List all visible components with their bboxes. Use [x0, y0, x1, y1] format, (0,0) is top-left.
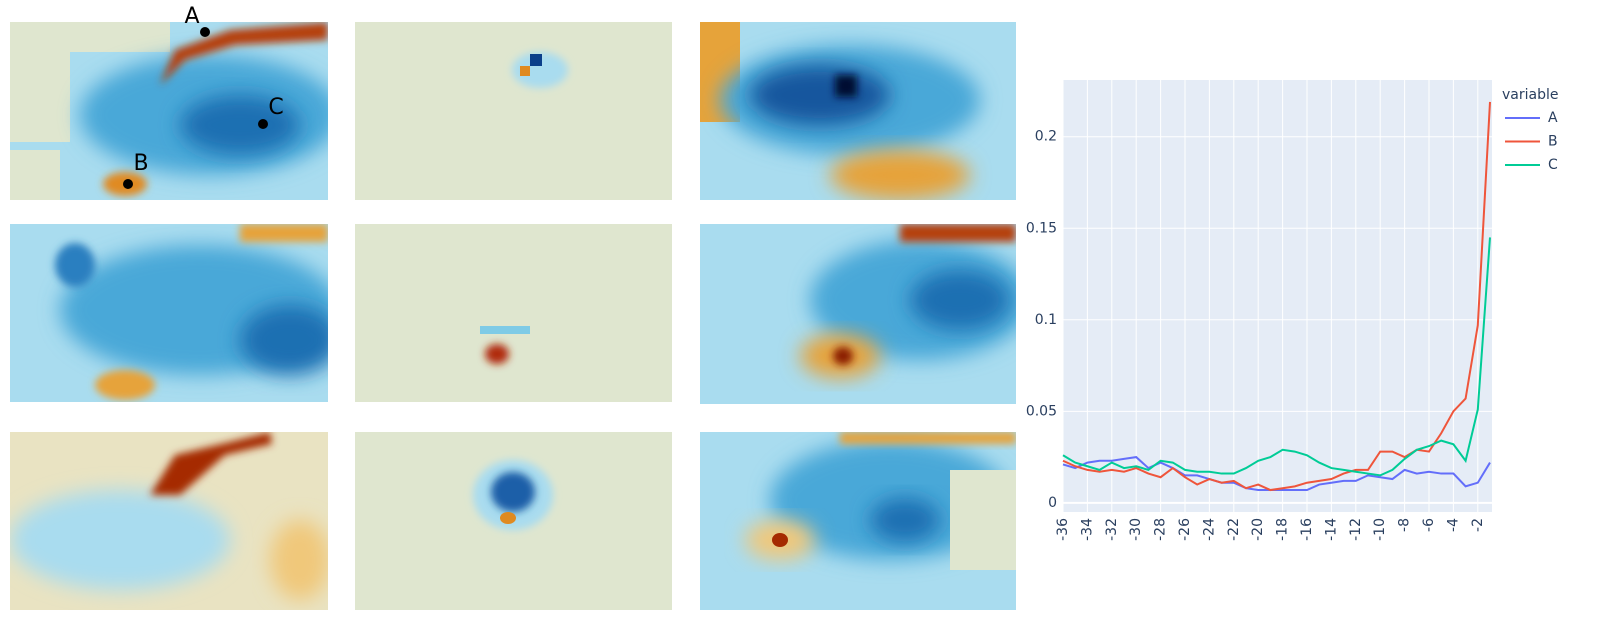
y-tick-label: 0.1 — [1035, 312, 1057, 328]
x-tick-label: -28 — [1153, 518, 1169, 541]
x-tick-label: -14 — [1323, 518, 1339, 541]
x-tick-label: -16 — [1299, 518, 1315, 541]
legend-label: A — [1548, 110, 1558, 126]
x-tick-label: -32 — [1104, 518, 1120, 541]
x-tick-label: -26 — [1177, 518, 1193, 541]
series-line — [1062, 237, 1491, 477]
marker-dot — [123, 179, 133, 189]
marker-dot — [258, 119, 268, 129]
line-chart: variable 00.050.10.150.2-36 -34 -32 -30 -28-… — [1026, 80, 1558, 541]
heatmap-panels: A B C — [10, 4, 1016, 610]
x-tick-label: -10 — [1372, 518, 1388, 541]
x-tick-label: -8 — [1397, 518, 1413, 532]
heatmap — [700, 432, 1016, 610]
marker-label: B — [133, 151, 148, 176]
heatmap — [355, 22, 672, 200]
heatmap — [10, 224, 328, 402]
heatmap — [700, 22, 1016, 200]
x-tick-label: -4 — [1445, 518, 1461, 532]
x-tick-label: -36 — [1055, 518, 1071, 541]
x-tick-label: -22 — [1226, 518, 1242, 541]
marker-dot — [200, 27, 210, 37]
heatmap — [10, 432, 328, 610]
x-tick-label: -30 — [1128, 518, 1144, 541]
y-tick-label: 0.2 — [1035, 129, 1057, 145]
y-tick-label: 0 — [1048, 495, 1057, 511]
legend-label: C — [1548, 157, 1558, 173]
x-tick-label: -24 — [1201, 518, 1217, 541]
x-tick-label: -20 — [1250, 518, 1266, 541]
heatmap — [355, 432, 672, 610]
x-tick-label: -12 — [1348, 518, 1364, 541]
y-tick-label: 0.15 — [1026, 220, 1057, 236]
marker-label: A — [184, 4, 199, 29]
legend-title: variable — [1502, 87, 1558, 103]
heatmap — [10, 22, 328, 200]
x-tick-label: -18 — [1275, 518, 1291, 541]
heatmap — [355, 224, 672, 402]
legend-label: B — [1548, 134, 1558, 150]
heatmap — [700, 224, 1016, 404]
plot-area — [1063, 80, 1492, 512]
y-tick-label: 0.05 — [1026, 403, 1057, 419]
x-tick-label: -6 — [1421, 518, 1437, 532]
x-tick-label: -2 — [1470, 518, 1486, 532]
x-tick-label: -34 — [1079, 518, 1095, 541]
marker-label: C — [268, 95, 283, 120]
